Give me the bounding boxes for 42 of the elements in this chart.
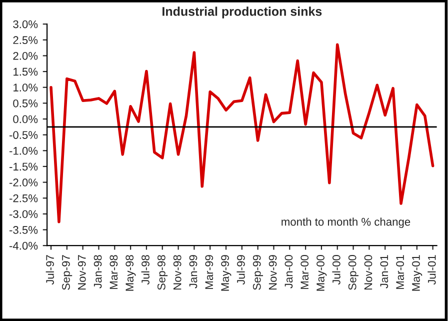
y-tick-label: -1.0%	[9, 146, 38, 155]
x-tick-label: May-98	[126, 255, 136, 291]
x-tick-label: Nov-00	[364, 255, 372, 290]
x-tick-label: May-00	[316, 255, 327, 291]
x-tick-label: Mar-99	[205, 255, 214, 289]
y-tick-label: -2.5%	[9, 194, 38, 202]
x-tick-label: May-01	[412, 255, 422, 291]
x-tick-label: May-99	[221, 255, 232, 291]
x-tick-label: Sep-97	[62, 255, 72, 290]
annotation: month to month % change	[282, 218, 410, 228]
x-tick-label: Jan-00	[284, 255, 293, 288]
x-tick-label: Jul-99	[236, 255, 245, 285]
x-tick-label: Jan-98	[94, 255, 102, 288]
x-tick-label: Mar-98	[110, 255, 118, 289]
x-tick-label: Nov-99	[268, 255, 277, 290]
x-tick-label: Nov-97	[78, 255, 86, 290]
x-tick-label: Sep-98	[157, 255, 168, 290]
y-tick-label: -1.5%	[9, 162, 38, 171]
x-tick-label: Sep-99	[252, 255, 264, 290]
y-tick-label: 1.0%	[14, 84, 38, 92]
y-tick-label: -0.5%	[9, 131, 38, 139]
y-tick-label: 1.5%	[14, 68, 38, 76]
y-tick-label: 2.5%	[13, 36, 38, 44]
y-tick-label: 0.0%	[13, 115, 38, 124]
x-tick-label: Nov-98	[173, 255, 182, 290]
x-tick-label: Jul-98	[141, 255, 150, 285]
x-tick-label: Sep-00	[348, 255, 358, 290]
x-tick-label: Mar-00	[300, 255, 309, 289]
x-tick-label: Jan-01	[380, 255, 388, 288]
x-tick-label: Mar-01	[396, 255, 404, 289]
y-tick-label: 3.0%	[13, 20, 38, 28]
chart-title: Industrial production sinks	[162, 6, 322, 18]
y-tick-label: -4.0%	[9, 242, 38, 250]
y-tick-label: -3.0%	[9, 210, 38, 218]
x-tick-label: Jul-97	[46, 255, 54, 285]
y-tick-label: 0.5%	[13, 99, 38, 108]
y-tick-label: 2.0%	[13, 52, 38, 60]
x-tick-label: Jan-99	[189, 255, 198, 288]
y-tick-label: -2.0%	[9, 178, 38, 186]
x-tick-label: Jul-01	[428, 255, 436, 285]
x-tick-label: Jul-00	[332, 255, 340, 285]
y-tick-label: -3.5%	[9, 226, 38, 234]
